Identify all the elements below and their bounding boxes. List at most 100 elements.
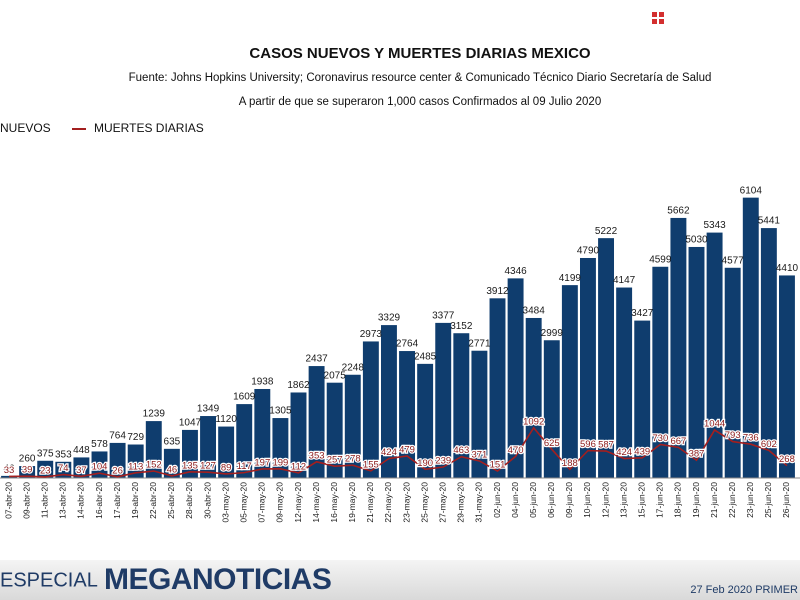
data-label: 197 xyxy=(254,457,270,468)
data-label: 112 xyxy=(291,461,306,472)
x-tick-label: 16-abr-20 xyxy=(94,482,104,519)
bar xyxy=(489,298,506,478)
data-label: 104 xyxy=(92,462,108,473)
data-label: 6104 xyxy=(740,185,763,196)
x-tick-label: 15-jun-20 xyxy=(636,482,646,518)
x-tick-label: 27-may-20 xyxy=(437,482,447,523)
data-label: 2075 xyxy=(324,370,347,381)
data-label: 3329 xyxy=(378,313,401,324)
data-label: 5030 xyxy=(685,235,708,246)
data-label: 2764 xyxy=(396,339,419,350)
x-tick-label: 05-jun-20 xyxy=(528,482,538,518)
data-label: 89 xyxy=(221,462,232,473)
data-label: 268 xyxy=(779,454,795,465)
x-tick-label: 09-abr-20 xyxy=(21,482,31,519)
legend-label: MUERTES DIARIAS xyxy=(94,121,204,135)
x-tick-label: 07-may-20 xyxy=(257,482,267,523)
data-label: 2973 xyxy=(360,329,383,340)
bar xyxy=(380,325,397,478)
bar xyxy=(290,392,307,478)
data-label: 424 xyxy=(381,447,397,458)
data-label: 470 xyxy=(508,445,524,456)
data-label: 375 xyxy=(37,448,54,459)
data-label: 3427 xyxy=(631,308,654,319)
data-label: 1862 xyxy=(287,380,310,391)
bar xyxy=(598,238,615,478)
x-tick-label: 19-abr-20 xyxy=(130,482,140,519)
bar xyxy=(362,341,379,478)
data-label: 127 xyxy=(200,461,216,472)
bar xyxy=(326,382,343,478)
bar xyxy=(616,287,633,478)
x-tick-label: 02-jun-20 xyxy=(492,482,502,518)
x-tick-label: 21-jun-20 xyxy=(709,482,719,518)
data-label: 635 xyxy=(164,436,181,447)
bar xyxy=(778,275,795,478)
data-label: 278 xyxy=(345,454,361,465)
x-tick-label: 05-may-20 xyxy=(238,482,248,523)
data-label: 26 xyxy=(112,465,123,476)
bar xyxy=(163,448,180,478)
bar xyxy=(109,442,126,478)
data-label: 2485 xyxy=(414,352,437,363)
data-label: 1044 xyxy=(704,419,725,430)
x-tick-label: 18-jun-20 xyxy=(673,482,683,518)
data-label: 479 xyxy=(399,445,415,456)
data-label: 37 xyxy=(76,465,87,476)
bar xyxy=(507,278,524,478)
x-tick-label: 13-abr-20 xyxy=(58,482,68,519)
x-tick-label: 25-may-20 xyxy=(419,482,429,523)
data-label: 4346 xyxy=(504,266,527,277)
footer-bar xyxy=(0,560,800,600)
x-tick-label: 09-may-20 xyxy=(275,482,285,523)
data-label: 578 xyxy=(91,439,108,450)
x-tick-label: 22-abr-20 xyxy=(148,482,158,519)
bar xyxy=(236,404,253,478)
data-label: 1938 xyxy=(251,377,274,388)
data-label: 587 xyxy=(598,440,614,451)
bar xyxy=(435,322,452,478)
data-label: 135 xyxy=(182,460,198,471)
bar xyxy=(706,232,723,478)
footer-date: 27 Feb 2020 PRIMER xyxy=(690,584,798,596)
data-label: 2771 xyxy=(468,338,491,349)
data-label: 5343 xyxy=(703,220,726,231)
footer-label: ESPECIAL xyxy=(0,569,98,591)
x-tick-label: 11-abr-20 xyxy=(39,482,49,518)
x-tick-label: 23-may-20 xyxy=(401,482,411,523)
data-label: 729 xyxy=(127,432,144,443)
data-label: 353 xyxy=(309,450,325,461)
data-label: 1092 xyxy=(523,416,544,427)
x-tick-label: 23-jun-20 xyxy=(745,482,755,518)
x-tick-label: 10-jun-20 xyxy=(582,482,592,518)
data-label: 4199 xyxy=(559,273,582,284)
chart-note: A partir de que se superaron 1,000 casos… xyxy=(239,96,601,108)
bar xyxy=(200,416,217,478)
data-label: 736 xyxy=(743,433,759,444)
x-tick-label: 19-may-20 xyxy=(347,482,357,523)
data-label: 190 xyxy=(417,458,433,469)
data-label: 4790 xyxy=(577,246,600,257)
bar xyxy=(742,197,759,478)
bar xyxy=(127,444,144,478)
bar xyxy=(91,451,108,478)
data-label: 1120 xyxy=(215,414,237,425)
x-tick-label: 30-abr-20 xyxy=(202,482,212,519)
x-tick-label: 22-jun-20 xyxy=(727,482,737,518)
data-label: 439 xyxy=(634,446,650,457)
data-label: 625 xyxy=(544,438,560,449)
x-tick-label: 04-jun-20 xyxy=(510,482,520,518)
data-label: 2437 xyxy=(305,354,328,365)
bar xyxy=(579,257,596,478)
x-tick-label: 09-jun-20 xyxy=(564,482,574,518)
bar xyxy=(181,429,198,478)
chart-subtitle: Fuente: Johns Hopkins University; Corona… xyxy=(129,72,712,84)
x-tick-label: 06-jun-20 xyxy=(546,482,556,518)
data-label: 74 xyxy=(58,463,69,474)
chart-title: CASOS NUEVOS Y MUERTES DIARIAS MEXICO xyxy=(249,45,591,62)
x-tick-label: 22-may-20 xyxy=(383,482,393,523)
bar xyxy=(417,363,434,478)
x-tick-label: 03-may-20 xyxy=(220,482,230,523)
data-label: 239 xyxy=(435,456,451,467)
